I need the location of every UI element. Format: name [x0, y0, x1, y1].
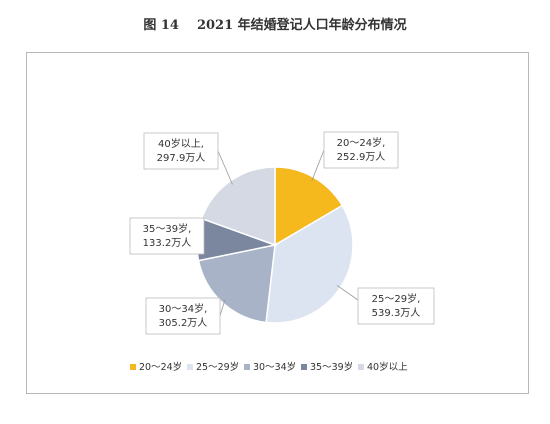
- data-label-box: [357, 287, 435, 325]
- data-label-value: 252.9万人: [337, 151, 386, 163]
- legend-item: 30～34岁: [244, 361, 296, 373]
- leader-line: [217, 150, 233, 185]
- legend-label: 20～24岁: [139, 361, 182, 373]
- legend-label: 25～29岁: [196, 361, 239, 373]
- legend-swatch: [244, 364, 250, 370]
- leader-line: [336, 285, 359, 301]
- data-label-box: [145, 297, 221, 335]
- legend-item: 40岁以上: [358, 361, 408, 373]
- data-label-box: [129, 217, 205, 255]
- data-label: 25～29岁, 539.3万人: [336, 285, 435, 325]
- data-label-value: 133.2万人: [143, 237, 192, 249]
- figure-number: 图 14: [143, 18, 179, 33]
- data-label-category: 30～34岁,: [159, 302, 208, 315]
- data-label-value: 539.3万人: [372, 307, 421, 319]
- pie-slice: [200, 166, 276, 247]
- legend-item: 20～24岁: [130, 361, 182, 373]
- data-label-box: [323, 131, 399, 169]
- legend-swatch: [187, 364, 193, 370]
- figure-title: 图 14 2021 年结婚登记人口年龄分布情况: [0, 14, 550, 33]
- legend-item: 35～39岁: [301, 361, 353, 373]
- legend-label: 30～34岁: [253, 361, 296, 373]
- data-label: 40岁以上, 297.9万人: [143, 132, 233, 185]
- legend-item: 25～29岁: [187, 361, 239, 373]
- data-label-value: 297.9万人: [157, 152, 206, 164]
- data-label-category: 25～29岁,: [372, 292, 421, 305]
- data-label-box: [143, 132, 219, 170]
- legend-swatch: [358, 364, 364, 370]
- pie-slice: [274, 166, 344, 247]
- data-label: 35～39岁, 133.2万人: [129, 217, 205, 255]
- data-label-category: 20～24岁,: [337, 136, 386, 149]
- legend-swatch: [301, 364, 307, 370]
- legend-swatch: [130, 364, 136, 370]
- legend-label: 40岁以上: [367, 361, 408, 373]
- data-label: 20～24岁, 252.9万人: [311, 131, 399, 181]
- data-label-category: 35～39岁,: [143, 222, 192, 235]
- data-label-value: 305.2万人: [159, 317, 208, 329]
- figure-title-text: 2021 年结婚登记人口年龄分布情况: [196, 18, 407, 33]
- leader-line: [311, 149, 325, 181]
- leader-line: [219, 299, 226, 317]
- pie-slice: [197, 244, 276, 324]
- legend-label: 35～39岁: [310, 361, 353, 373]
- data-label-category: 40岁以上,: [158, 137, 204, 150]
- data-label: 30～34岁, 305.2万人: [145, 297, 226, 335]
